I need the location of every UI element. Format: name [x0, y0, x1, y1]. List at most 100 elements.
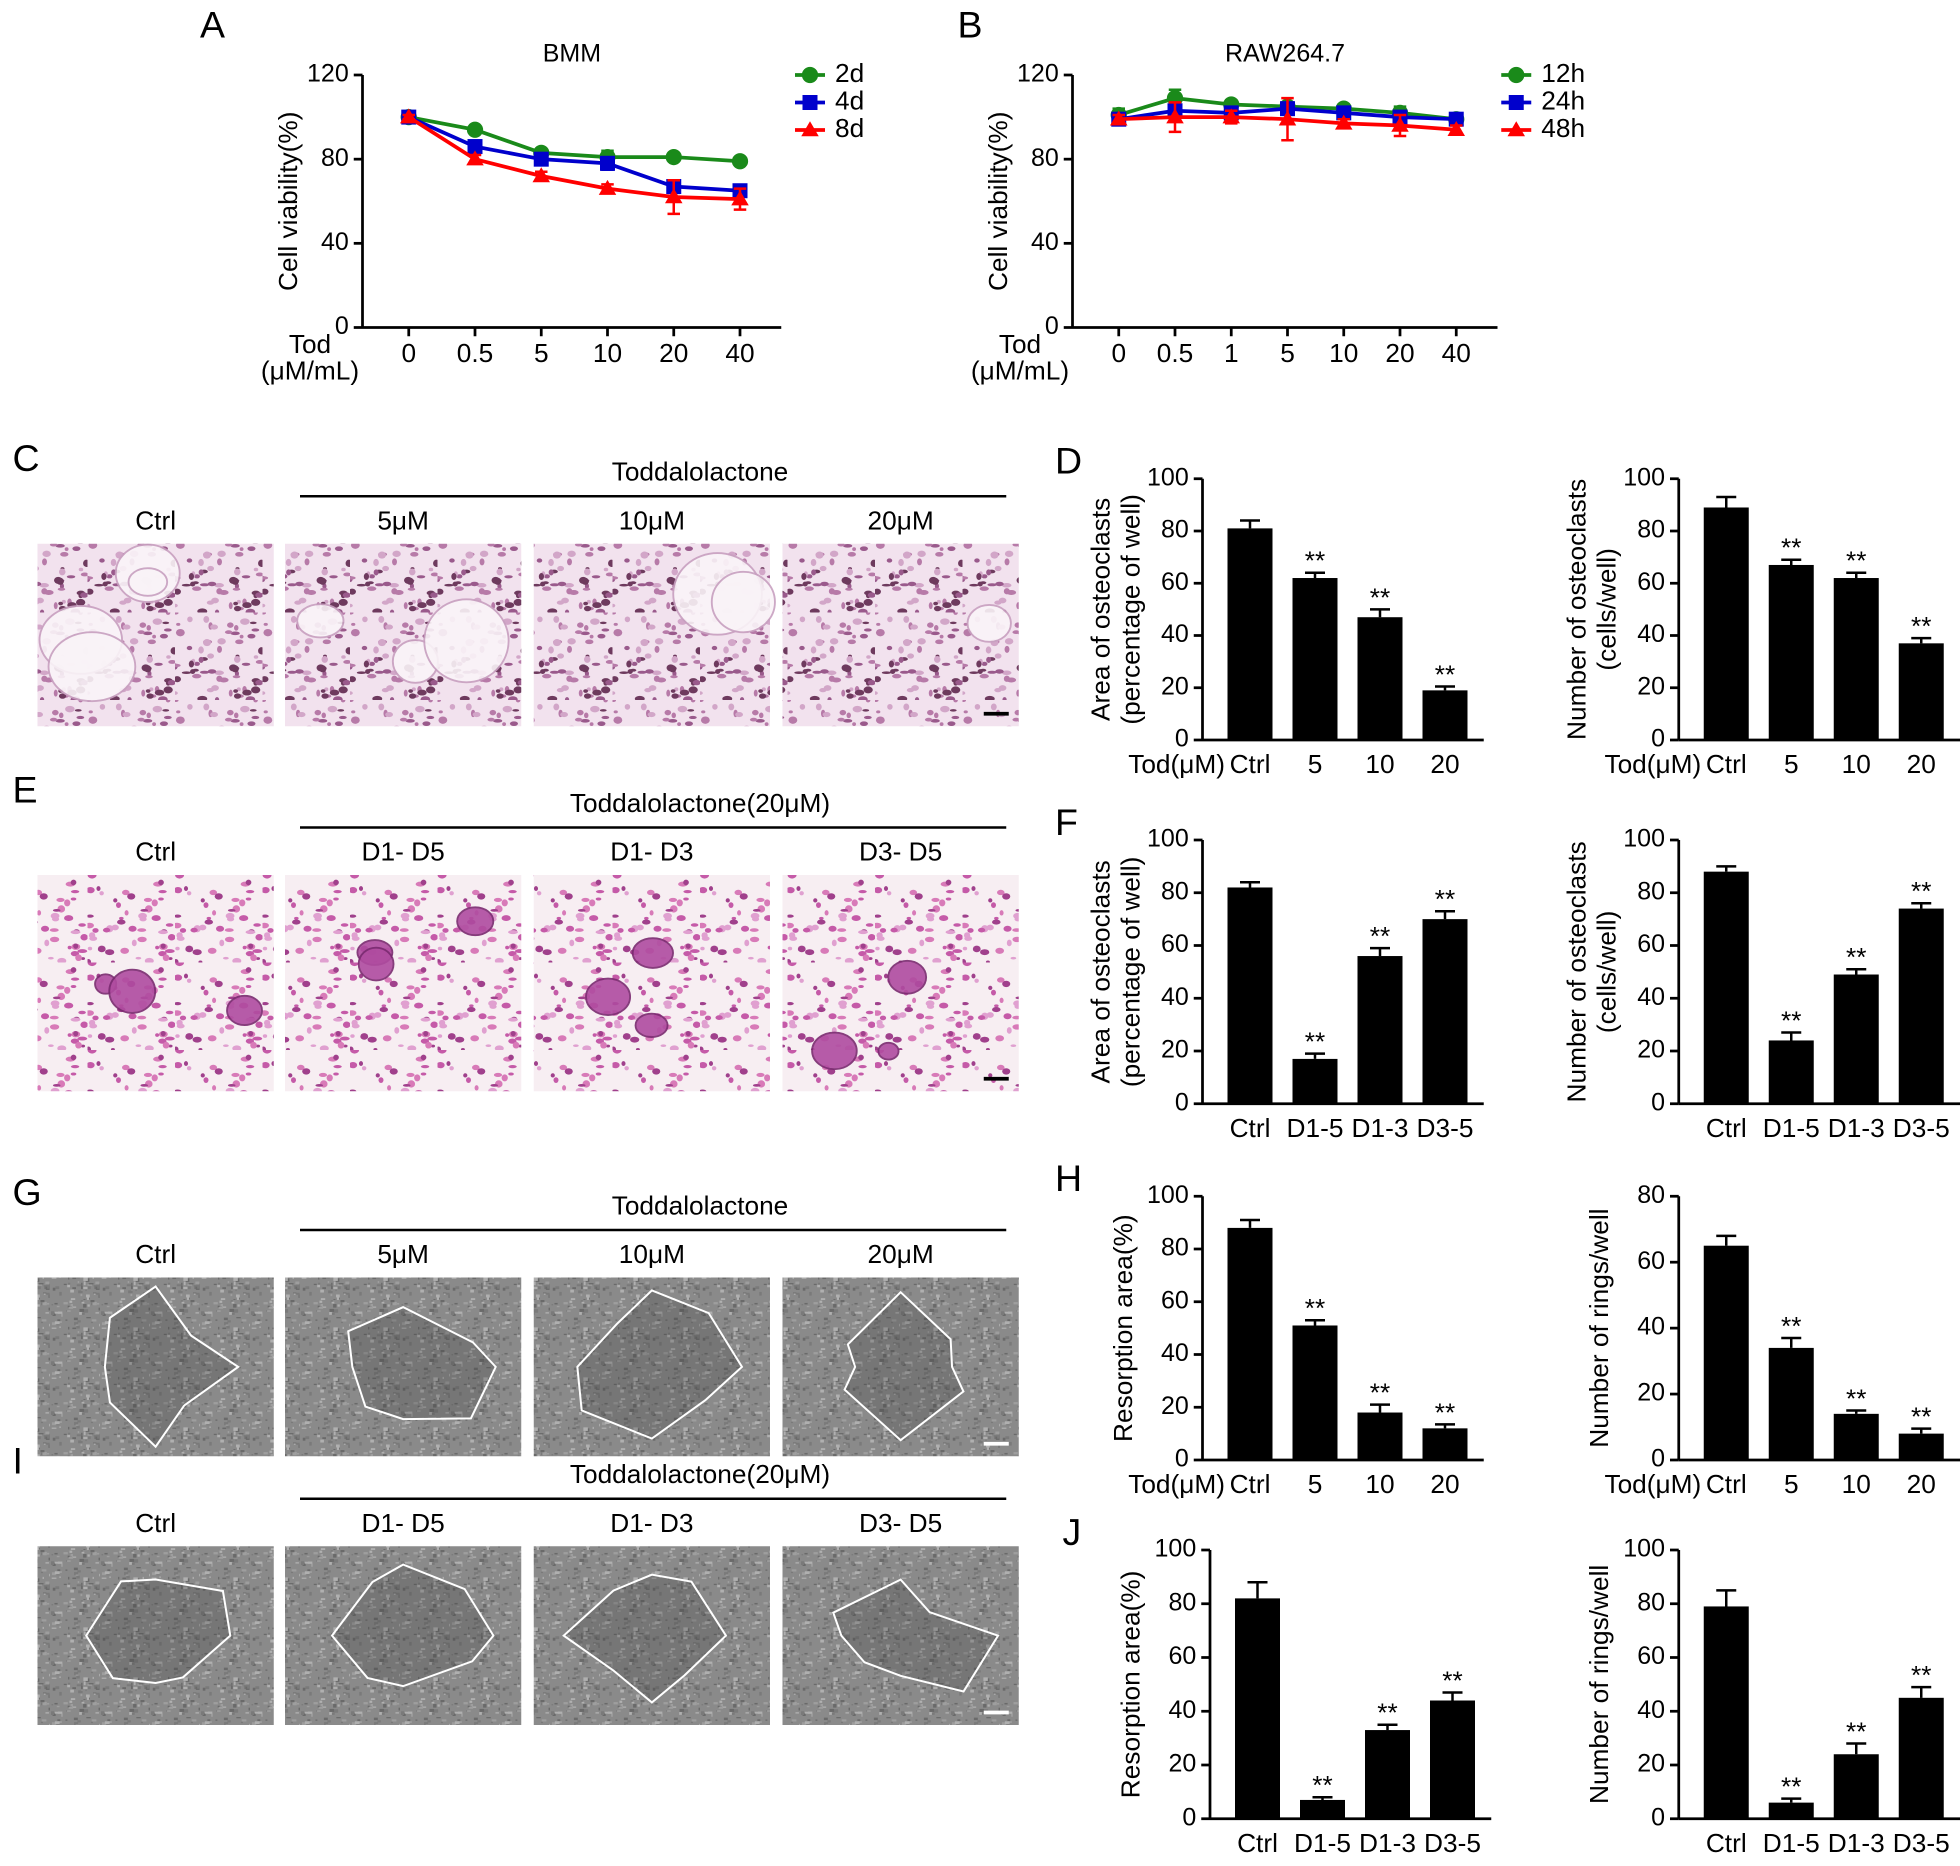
y-tick-label: 0	[1651, 1088, 1665, 1116]
legend-label: 2d	[835, 58, 864, 88]
osteoclast	[811, 1031, 858, 1071]
bar	[1357, 1412, 1403, 1460]
x-tick-label: D3-5	[1893, 1828, 1950, 1858]
point	[731, 153, 749, 170]
x-tick-label: Ctrl	[1230, 1469, 1271, 1499]
column-label: D1- D5	[362, 1508, 445, 1538]
panel-letter: F	[1055, 801, 1078, 843]
osteoclast	[127, 567, 169, 597]
y-tick-label: 60	[1637, 568, 1665, 596]
y-tick-label: 60	[1168, 1642, 1196, 1670]
point	[1447, 120, 1465, 136]
y-axis-label: Area of osteoclasts	[1085, 498, 1115, 721]
y-tick-label: 100	[1147, 825, 1189, 853]
error-bar	[1304, 571, 1325, 579]
significance: **	[1370, 921, 1390, 951]
y-axis-label: Number of osteoclasts	[1562, 841, 1592, 1102]
column-label: 10μM	[619, 505, 685, 535]
resorption-outline	[347, 1306, 497, 1421]
x-tick-label: 20	[659, 338, 688, 368]
y-axis-label: Number of rings/well	[1584, 1565, 1614, 1804]
x-tick-label: 5	[1784, 1469, 1799, 1499]
point	[466, 121, 484, 138]
point	[598, 179, 617, 195]
significance: **	[1846, 1383, 1866, 1413]
y-axis-label: (cells/well)	[1592, 548, 1622, 671]
x-tick-label: 10	[1329, 338, 1358, 368]
error-bar	[1911, 1685, 1932, 1698]
panel-letter: G	[13, 1171, 42, 1213]
bar	[1300, 1799, 1345, 1819]
y-tick-label: 20	[1168, 1750, 1196, 1778]
x-tick-label: 5	[1784, 749, 1799, 779]
significance: **	[1442, 1665, 1462, 1695]
bar	[1292, 1058, 1338, 1104]
column-label: 10μM	[619, 1239, 685, 1269]
y-axis-label: Number of osteoclasts	[1562, 479, 1592, 740]
y-axis-label: Resorption area(%)	[1115, 1571, 1145, 1799]
group-label: Toddalolactone	[612, 457, 789, 487]
bar	[1430, 1700, 1475, 1819]
point	[466, 150, 484, 166]
y-axis-label: Cell viability(%)	[273, 112, 303, 291]
y-tick-label: 0	[1175, 1445, 1189, 1473]
x-tick-label: 40	[1442, 338, 1471, 368]
bar	[1898, 1433, 1944, 1460]
significance: **	[1377, 1698, 1397, 1728]
column-label: 20μM	[868, 505, 934, 535]
x-tick-label: Ctrl	[1706, 1469, 1747, 1499]
legend-marker	[801, 121, 819, 137]
significance: **	[1312, 1770, 1332, 1800]
column-label: Ctrl	[135, 1508, 176, 1538]
bar	[1703, 1245, 1749, 1460]
y-tick-label: 20	[1637, 1036, 1665, 1064]
y-tick-label: 0	[1651, 1445, 1665, 1473]
y-tick-label: 60	[1637, 1642, 1665, 1670]
legend-marker	[801, 66, 819, 84]
significance: **	[1305, 1293, 1325, 1323]
bar	[1422, 1428, 1468, 1460]
micrograph	[37, 875, 274, 1092]
y-tick-label: 100	[1155, 1535, 1197, 1563]
group-label: Toddalolactone	[612, 1190, 789, 1220]
column-label: D1- D3	[610, 837, 693, 867]
micrograph	[533, 875, 770, 1092]
group-label: Toddalolactone(20μM)	[570, 788, 830, 818]
x-tick-label: 10	[1365, 1469, 1394, 1499]
group-label: Toddalolactone(20μM)	[570, 1459, 830, 1489]
error-bar	[1781, 1336, 1802, 1348]
point	[533, 151, 549, 167]
y-tick-label: 60	[1637, 1247, 1665, 1275]
y-tick-label: 80	[1637, 1588, 1665, 1616]
column-label: 20μM	[868, 1239, 934, 1269]
resorption-outline	[562, 1573, 728, 1704]
y-tick-label: 80	[1161, 1234, 1189, 1262]
x-tick-label: 20	[1385, 338, 1414, 368]
y-tick-label: 40	[1161, 983, 1189, 1011]
y-tick-label: 40	[1637, 1313, 1665, 1341]
column-label: Ctrl	[135, 837, 176, 867]
y-tick-label: 40	[1637, 620, 1665, 648]
significance: **	[1846, 1716, 1866, 1746]
y-tick-label: 80	[1637, 877, 1665, 905]
significance: **	[1846, 942, 1866, 972]
legend-label: 4d	[835, 85, 864, 115]
y-tick-label: 40	[321, 228, 349, 256]
significance: **	[1781, 1311, 1801, 1341]
error-bar	[1716, 1234, 1737, 1246]
y-axis-label: (cells/well)	[1592, 911, 1622, 1034]
bar	[1703, 871, 1749, 1104]
bar	[1357, 617, 1403, 740]
micrograph	[533, 1546, 770, 1725]
y-tick-label: 100	[1147, 1181, 1189, 1209]
error-bar	[1377, 1723, 1398, 1731]
point	[1166, 108, 1184, 124]
y-tick-label: 0	[1182, 1803, 1196, 1831]
point	[665, 188, 683, 204]
error-bar	[1239, 519, 1260, 529]
error-bar	[1304, 1052, 1325, 1059]
point	[1110, 110, 1128, 126]
osteoclast	[456, 906, 495, 937]
y-tick-label: 40	[1161, 1339, 1189, 1367]
